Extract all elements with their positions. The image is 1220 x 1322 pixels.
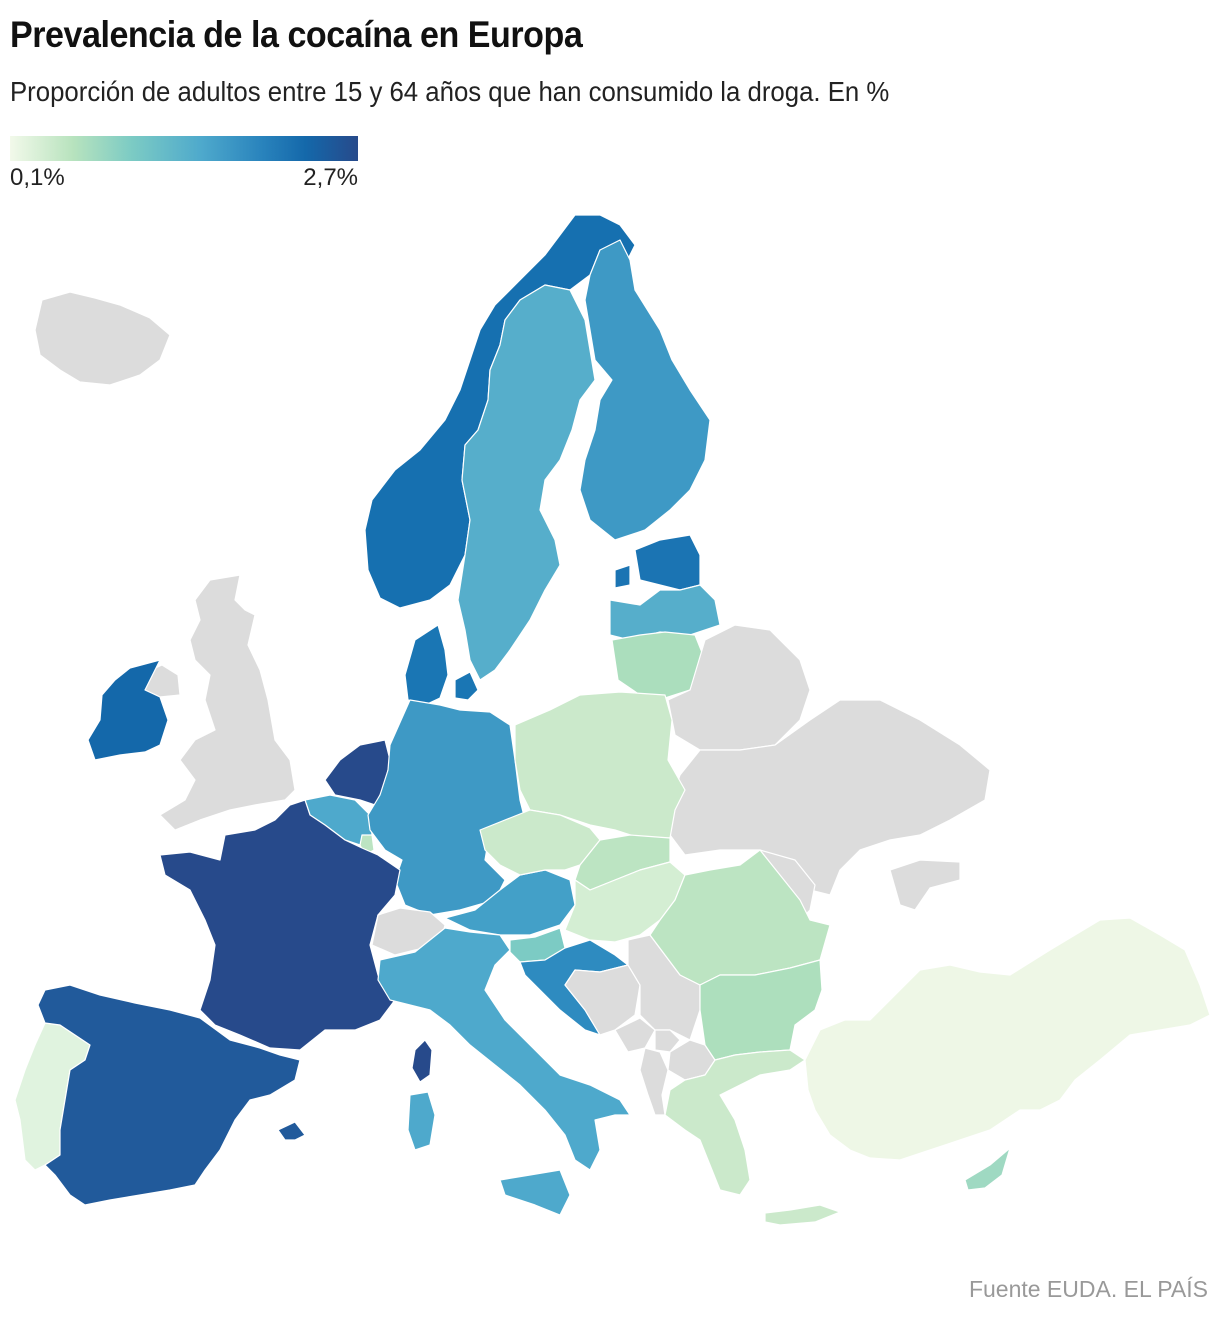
region-estonia[interactable] [634,534,701,591]
legend-min-label: 0,1% [10,164,65,191]
region-corsica[interactable] [411,1039,433,1083]
chart-subtitle: Proporción de adultos entre 15 y 64 años… [10,76,890,107]
region-crimea[interactable] [889,859,961,911]
region-crete[interactable] [764,1204,841,1226]
region-finland[interactable] [579,239,711,541]
region-united-kingdom[interactable] [159,574,296,831]
region-greece[interactable] [664,1049,806,1196]
color-scale-legend [10,136,358,161]
region-denmark[interactable] [404,624,449,706]
region-sardinia[interactable] [407,1091,436,1151]
region-denmark-islands[interactable] [454,671,479,701]
region-balearic-islands[interactable] [277,1121,306,1141]
region-montenegro[interactable] [614,1017,656,1053]
region-sicily[interactable] [499,1169,571,1216]
region-poland[interactable] [514,691,686,839]
region-albania[interactable] [639,1047,669,1116]
chart-title: Prevalencia de la cocaína en Europa [10,14,583,55]
region-estonia-islands[interactable] [614,564,631,589]
region-bosnia[interactable] [564,964,641,1036]
region-iceland[interactable] [34,291,171,386]
region-turkey[interactable] [804,917,1211,1161]
region-sweden[interactable] [457,284,596,681]
region-ireland[interactable] [87,659,169,761]
region-ukraine[interactable] [669,699,991,896]
region-bulgaria[interactable] [699,959,823,1061]
region-kosovo[interactable] [654,1029,681,1053]
region-spain[interactable] [37,984,301,1206]
legend-max-label: 2,7% [303,164,358,191]
region-france[interactable] [159,799,401,1051]
region-cyprus[interactable] [964,1147,1011,1191]
region-netherlands[interactable] [324,739,391,806]
source-credit: Fuente EUDA. EL PAÍS [968,1276,1208,1302]
region-germany[interactable] [367,699,526,916]
region-italy[interactable] [377,927,631,1171]
